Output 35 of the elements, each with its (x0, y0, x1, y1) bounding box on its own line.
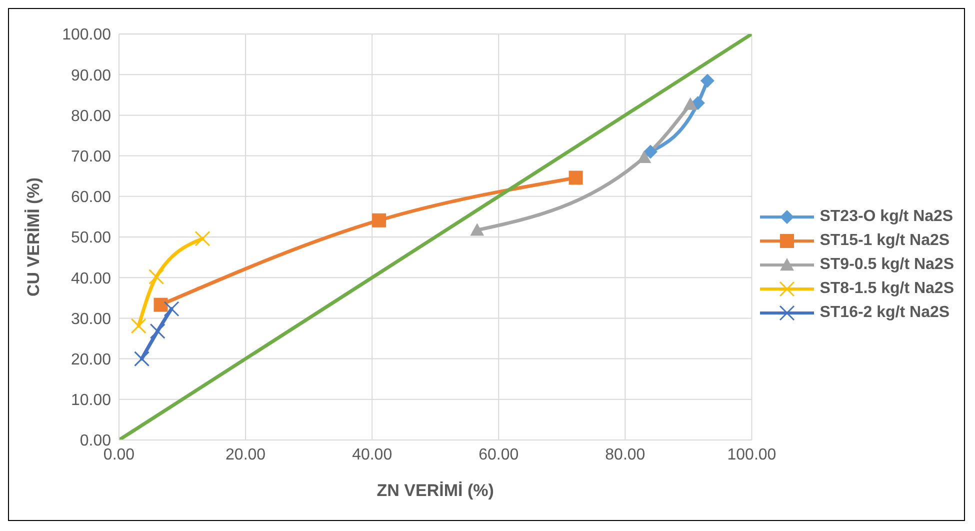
y-tick-label: 20.00 (70, 351, 112, 368)
y-tick-label: 30.00 (70, 310, 112, 328)
point (130, 318, 146, 334)
legend-label: ST8-1.5 kg/t Na2S (820, 280, 954, 298)
legend-label: ST16-2 kg/t Na2S (820, 304, 950, 322)
point (372, 213, 386, 228)
y-tick-label: 50.00 (70, 230, 112, 247)
point (134, 351, 150, 367)
y-tick-label: 40.00 (70, 270, 112, 288)
x-tick-label: 100.00 (727, 446, 776, 464)
point (643, 144, 658, 159)
point (683, 97, 698, 110)
point (154, 298, 168, 312)
y-tick-label: 10.00 (70, 392, 112, 410)
x-tick-label: 40.00 (352, 446, 392, 464)
point (194, 230, 210, 246)
legend-label: ST9-0.5 kg/t Na2S (820, 256, 954, 274)
y-axis-title: CU VERİMİ (%) (24, 178, 44, 296)
x-tick-label: 60.00 (478, 446, 519, 464)
point (470, 223, 484, 236)
x-tick-label: 80.00 (605, 446, 646, 464)
point (164, 301, 180, 317)
y-tick-label: 100.00 (62, 26, 112, 44)
point (637, 150, 652, 164)
x-tick-label: 20.00 (226, 446, 266, 464)
y-tick-label: 90.00 (70, 67, 112, 84)
x-axis-title: ZN VERİMİ (%) (376, 481, 494, 500)
legend-label: ST23-O kg/t Na2S (820, 208, 954, 226)
point (700, 74, 714, 88)
y-tick-label: 80.00 (70, 108, 112, 125)
y-tick-label: 60.00 (70, 189, 112, 206)
legend-label: ST15-1 kg/t Na2S (820, 232, 950, 250)
point (148, 269, 164, 285)
y-tick-label: 70.00 (70, 148, 112, 166)
point (568, 170, 583, 185)
